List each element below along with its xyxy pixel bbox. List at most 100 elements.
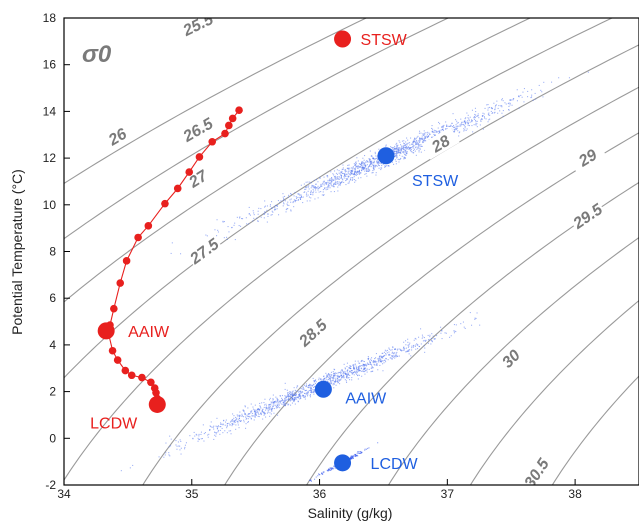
cloud-point — [327, 175, 329, 177]
cloud-point — [264, 212, 266, 214]
cloud-point — [328, 469, 330, 471]
cloud-point — [339, 184, 341, 186]
cloud-point — [289, 199, 291, 201]
cloud-point — [401, 145, 403, 147]
cloud-point — [258, 416, 260, 418]
cloud-point — [394, 156, 396, 158]
cloud-point — [197, 437, 199, 439]
cloud-point — [257, 408, 259, 410]
cloud-point — [272, 211, 274, 213]
cloud-point — [238, 416, 240, 418]
cloud-point — [348, 377, 350, 379]
cloud-point — [516, 100, 518, 102]
cloud-point — [422, 133, 424, 135]
cloud-point — [300, 388, 302, 390]
cloud-point — [334, 177, 336, 179]
cloud-point — [353, 173, 355, 175]
cloud-point — [496, 100, 498, 102]
cloud-point — [509, 104, 511, 106]
cloud-point — [196, 434, 198, 436]
cloud-point — [431, 136, 433, 138]
cloud-point — [363, 364, 365, 366]
cloud-point — [467, 120, 469, 122]
cloud-point — [310, 187, 312, 189]
cloud-point — [245, 414, 247, 416]
cloud-point — [258, 207, 260, 209]
cloud-point — [390, 146, 392, 148]
cloud-point — [442, 125, 444, 127]
cloud-point — [342, 372, 344, 374]
cloud-point — [388, 165, 390, 167]
cloud-point — [346, 375, 348, 377]
cloud-point — [347, 176, 349, 178]
cloud-point — [351, 172, 353, 174]
cloud-point — [475, 119, 477, 121]
cloud-point — [335, 378, 337, 380]
cloud-point — [391, 351, 393, 353]
cloud-point — [203, 433, 205, 435]
cloud-point — [399, 141, 401, 143]
cloud-point — [269, 403, 271, 405]
cloud-point — [397, 158, 399, 160]
x-tick-label: 37 — [441, 487, 455, 501]
cloud-point — [346, 381, 348, 383]
cloud-point — [289, 391, 291, 393]
cloud-point — [399, 152, 401, 154]
cloud-point — [334, 183, 336, 185]
cloud-point — [540, 89, 542, 91]
cloud-point — [358, 366, 360, 368]
cloud-point — [308, 196, 310, 198]
cloud-point — [354, 167, 356, 169]
cloud-point — [403, 156, 405, 158]
cloud-point — [336, 169, 338, 171]
cloud-point — [424, 139, 426, 141]
density-contour-line — [142, 86, 639, 485]
cloud-point — [405, 347, 407, 349]
cloud-point — [349, 167, 351, 169]
profile-point — [138, 373, 146, 382]
cloud-point — [325, 377, 327, 379]
cloud-point — [308, 384, 310, 386]
cloud-point — [239, 420, 241, 422]
cloud-point — [296, 398, 298, 400]
y-tick-label: 14 — [43, 104, 57, 118]
cloud-point — [330, 178, 332, 180]
cloud-point — [372, 170, 374, 172]
cloud-point — [428, 132, 430, 134]
cloud-point — [225, 419, 227, 421]
cloud-point — [412, 346, 414, 348]
cloud-point — [370, 160, 372, 162]
cloud-point — [481, 118, 483, 120]
cloud-point — [239, 419, 241, 421]
cloud-point — [415, 138, 417, 140]
cloud-point — [318, 191, 320, 193]
cloud-point — [272, 394, 274, 396]
cloud-point — [417, 143, 419, 145]
cloud-point — [321, 185, 323, 187]
cloud-point — [338, 181, 340, 183]
contour-label-backdrop — [568, 198, 607, 233]
cloud-point — [336, 176, 338, 178]
cloud-point — [260, 412, 262, 414]
cloud-point — [380, 359, 382, 361]
cloud-point — [358, 171, 360, 173]
cloud-point — [423, 137, 425, 139]
cloud-point — [358, 369, 360, 371]
cloud-point — [402, 148, 404, 150]
cloud-point — [364, 164, 366, 166]
cloud-point — [424, 149, 426, 151]
cloud-point — [405, 144, 407, 146]
cloud-point — [362, 162, 364, 164]
cloud-point — [247, 421, 249, 423]
cloud-point — [394, 348, 396, 350]
cloud-point — [351, 173, 353, 175]
cloud-point — [417, 135, 419, 137]
cloud-point — [346, 374, 348, 376]
cloud-point — [267, 213, 269, 215]
cloud-point — [337, 176, 339, 178]
cloud-point — [163, 456, 165, 458]
cloud-point — [404, 144, 406, 146]
cloud-point — [428, 339, 430, 341]
cloud-point — [358, 368, 360, 370]
cloud-point — [351, 370, 353, 372]
